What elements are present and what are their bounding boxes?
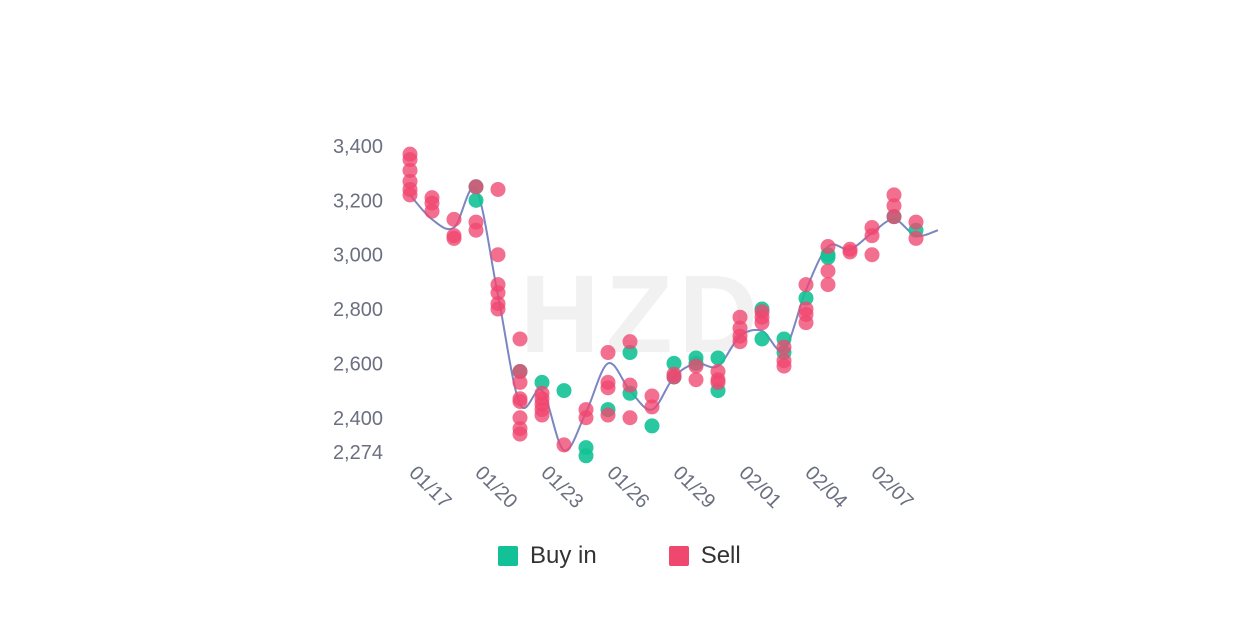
legend-swatch-sell	[668, 546, 689, 566]
sell-point[interactable]	[622, 334, 638, 350]
sell-point[interactable]	[578, 410, 594, 426]
sell-point[interactable]	[512, 410, 528, 426]
sell-point[interactable]	[468, 179, 484, 195]
sell-point[interactable]	[820, 239, 836, 255]
sell-point[interactable]	[644, 399, 660, 415]
y-tick-label: 3,200	[333, 190, 383, 212]
buy-in-point[interactable]	[710, 350, 726, 366]
sell-point[interactable]	[534, 407, 550, 423]
x-tick-label: 02/07	[866, 462, 917, 513]
sell-point[interactable]	[886, 187, 902, 203]
sell-point[interactable]	[402, 152, 418, 168]
sell-point[interactable]	[622, 410, 638, 426]
sell-point[interactable]	[402, 162, 418, 178]
buy-in-point[interactable]	[534, 374, 550, 390]
buy-in-point[interactable]	[754, 331, 770, 347]
x-tick-label: 01/17	[404, 462, 455, 513]
sell-point[interactable]	[754, 315, 770, 331]
sell-point[interactable]	[446, 211, 462, 227]
buy-in-point[interactable]	[798, 290, 814, 306]
sell-point[interactable]	[666, 366, 682, 382]
sell-point[interactable]	[864, 228, 880, 244]
sell-point[interactable]	[644, 388, 660, 404]
data-points	[402, 146, 924, 464]
sell-point[interactable]	[600, 380, 616, 396]
sell-point[interactable]	[490, 285, 506, 301]
sell-point[interactable]	[820, 263, 836, 279]
legend-label-sell: Sell	[700, 542, 741, 569]
y-tick-label: 2,274	[333, 442, 383, 464]
buy-in-point[interactable]	[666, 355, 682, 371]
buy-in-point[interactable]	[468, 192, 484, 208]
sell-point[interactable]	[908, 214, 924, 230]
sell-point[interactable]	[490, 247, 506, 263]
sell-point[interactable]	[512, 426, 528, 442]
legend: Buy in Sell	[498, 540, 813, 572]
sell-point[interactable]	[512, 374, 528, 390]
x-tick-label: 01/23	[536, 462, 587, 513]
y-axis: 3,400 3,200 3,000 2,800 2,600 2,400 2,274	[333, 136, 383, 464]
legend-swatch-buy-in	[498, 546, 518, 566]
sell-point[interactable]	[776, 358, 792, 374]
legend-label-buy-in: Buy in	[530, 542, 597, 569]
sell-point[interactable]	[864, 247, 880, 263]
buy-in-point[interactable]	[556, 383, 572, 399]
watermark-text: HZD	[520, 253, 764, 376]
sell-point[interactable]	[732, 309, 748, 325]
sell-point[interactable]	[886, 209, 902, 225]
sell-point[interactable]	[886, 198, 902, 214]
sell-point[interactable]	[688, 372, 704, 388]
x-tick-label: 01/29	[668, 462, 719, 513]
sell-point[interactable]	[402, 187, 418, 203]
sell-point[interactable]	[776, 339, 792, 355]
legend-item-sell[interactable]: Sell	[668, 542, 741, 570]
buy-in-point[interactable]	[820, 249, 836, 265]
legend-item-buy-in[interactable]: Buy in	[498, 542, 597, 570]
sell-point[interactable]	[424, 203, 440, 219]
sell-point[interactable]	[798, 277, 814, 293]
buy-in-point[interactable]	[578, 440, 594, 456]
sell-point[interactable]	[512, 331, 528, 347]
x-tick-label: 01/26	[602, 462, 653, 513]
y-tick-label: 3,000	[333, 245, 383, 267]
sell-point[interactable]	[490, 181, 506, 197]
sell-point[interactable]	[512, 364, 528, 380]
x-tick-label: 01/20	[470, 462, 521, 513]
y-tick-label: 2,800	[333, 299, 383, 321]
sell-point[interactable]	[732, 334, 748, 350]
buy-in-point[interactable]	[622, 345, 638, 361]
sell-point[interactable]	[622, 377, 638, 393]
sell-point[interactable]	[688, 358, 704, 374]
sell-point[interactable]	[512, 393, 528, 409]
sell-point[interactable]	[842, 244, 858, 260]
buy-in-point[interactable]	[644, 418, 660, 434]
sell-point[interactable]	[490, 301, 506, 317]
sell-point[interactable]	[556, 437, 572, 453]
x-tick-label: 02/01	[734, 462, 785, 513]
sell-point[interactable]	[468, 222, 484, 238]
y-tick-label: 2,600	[333, 353, 383, 375]
sell-point[interactable]	[820, 277, 836, 293]
sell-point[interactable]	[600, 345, 616, 361]
sell-point[interactable]	[798, 315, 814, 331]
sell-point[interactable]	[446, 230, 462, 246]
y-tick-label: 3,400	[333, 136, 383, 158]
x-axis: 01/17 01/20 01/23 01/26 01/29 02/01 02/04 02/07	[404, 462, 917, 513]
y-tick-label: 2,400	[333, 408, 383, 430]
sell-point[interactable]	[710, 374, 726, 390]
x-tick-label: 02/04	[800, 462, 851, 513]
sell-point[interactable]	[908, 230, 924, 246]
sell-point[interactable]	[600, 407, 616, 423]
